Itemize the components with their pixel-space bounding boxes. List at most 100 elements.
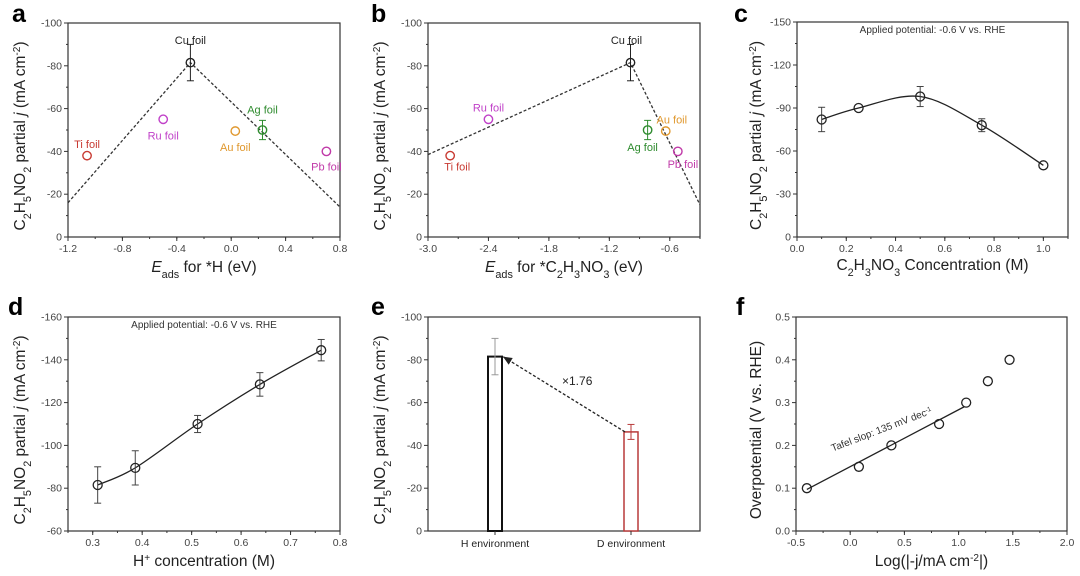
x-tick-label: 0.6 <box>938 243 953 255</box>
ratio-label: ×1.76 <box>562 374 593 388</box>
data-point <box>82 150 92 161</box>
x-tick-label: 0.6 <box>234 537 249 549</box>
x-tick-label: 0.3 <box>85 537 100 549</box>
x-axis-label: Eads for *H (eV) <box>151 259 256 281</box>
panel-letter: d <box>8 293 23 321</box>
x-tick-label: 0.4 <box>135 537 150 549</box>
x-tick-label: -1.2 <box>600 243 618 255</box>
y-tick-label: -100 <box>401 312 422 324</box>
data-point <box>230 126 241 136</box>
y-tick-label: 0 <box>56 232 62 244</box>
panel-letter: c <box>734 0 748 28</box>
data-point <box>158 114 169 125</box>
panel-c: c 0 -30 -60 -90 -120 -150 0.0 0.2 0.4 0.6 0.8 1.0 C2H… <box>734 0 1069 279</box>
data-point <box>801 483 812 494</box>
panel-letter: a <box>12 0 27 28</box>
y-tick-label: -80 <box>407 60 422 72</box>
x-axis-label: H+ concentration (M) <box>133 553 275 571</box>
x-tick-label: -0.8 <box>113 243 131 255</box>
x-tick-label: -1.2 <box>59 243 77 255</box>
y-tick-label: -60 <box>407 103 422 115</box>
bar <box>487 355 503 532</box>
y-tick-label: -60 <box>47 103 62 115</box>
data-point <box>961 397 972 408</box>
data-point <box>915 91 926 102</box>
point-label: Pb foil <box>311 161 342 173</box>
y-tick-label: -100 <box>41 18 62 30</box>
x-tick-label: 1.0 <box>1036 243 1051 255</box>
data-point <box>1004 354 1015 365</box>
y-tick-label: -40 <box>47 146 62 158</box>
point-label: Cu foil <box>611 35 642 47</box>
data-point <box>933 418 945 430</box>
y-axis-label: C2H5NO2 partial j (mA cm-2) <box>12 41 35 230</box>
data-point <box>886 440 897 451</box>
y-tick-label: 0.1 <box>775 483 790 495</box>
category-label: H environment <box>461 538 529 550</box>
y-tick-label: 0 <box>785 232 791 244</box>
applied-potential-note: Applied potential: -0.6 V vs. RHE <box>860 25 1006 36</box>
point-label: Au foil <box>220 142 251 154</box>
x-tick-label: 0.4 <box>888 243 903 255</box>
data-point <box>853 461 865 472</box>
x-tick-label: 0.7 <box>283 537 298 549</box>
y-tick-label: 0 <box>416 526 422 538</box>
y-tick-label: 0.4 <box>775 354 790 366</box>
x-tick-label: 0.8 <box>333 243 348 255</box>
category-label: D environment <box>597 538 665 550</box>
panel-letter: f <box>736 293 745 321</box>
x-tick-label: 0.0 <box>224 243 239 255</box>
y-tick-label: -80 <box>407 354 422 366</box>
data-point <box>976 120 987 131</box>
y-tick-label: -160 <box>41 312 62 324</box>
data-point <box>1038 160 1049 171</box>
y-tick-label: -100 <box>401 18 422 30</box>
y-tick-label: 0 <box>416 232 422 244</box>
bar <box>623 431 639 532</box>
volcano-trend-line <box>427 61 701 206</box>
panel-letter: b <box>371 0 386 28</box>
x-tick-label: 0.5 <box>897 537 912 549</box>
panel-d: d -60 -80 -100 -120 -140 -160 0.3 0.4 0.5 0.6 0.7 0.… <box>8 293 347 570</box>
plot-frame <box>67 22 341 238</box>
data-point <box>130 462 141 474</box>
y-tick-label: -40 <box>407 440 422 452</box>
y-tick-label: 0.2 <box>775 440 790 452</box>
x-tick-label: -0.6 <box>661 243 679 255</box>
tafel-slope-label: Tafel slop: 135 mV dec-1 <box>830 405 934 454</box>
data-point <box>982 376 994 387</box>
x-tick-label: 0.0 <box>843 537 858 549</box>
y-tick-label: -20 <box>407 483 422 495</box>
panel-e: e 0 -20 -40 -60 -80 -100 C2H5NO2 partial j (mA … <box>371 293 701 550</box>
y-axis-label: Overpotential (V vs. RHE) <box>748 341 765 519</box>
point-label: Cu foil <box>175 35 206 47</box>
y-axis-label: C2H5NO2 partial j (mA cm-2) <box>372 41 395 230</box>
y-axis-label: C2H5NO2 partial j (mA cm-2) <box>372 335 395 524</box>
data-point <box>483 114 494 125</box>
data-point <box>816 114 827 125</box>
data-point <box>316 345 327 356</box>
applied-potential-note: Applied potential: -0.6 V vs. RHE <box>131 320 277 331</box>
y-tick-label: -20 <box>407 189 422 201</box>
plot-frame <box>427 316 701 532</box>
x-tick-label: 1.5 <box>1005 537 1020 549</box>
tafel-fit-line <box>806 406 965 491</box>
y-tick-label: -100 <box>41 440 62 452</box>
data-point <box>625 57 636 68</box>
y-tick-label: -40 <box>407 146 422 158</box>
x-tick-label: -0.5 <box>787 537 805 549</box>
x-tick-label: 0.8 <box>987 243 1002 255</box>
x-tick-label: 0.5 <box>184 537 199 549</box>
data-point <box>254 379 266 390</box>
y-tick-label: -150 <box>770 17 791 29</box>
data-point <box>445 150 456 161</box>
y-tick-label: -60 <box>47 526 62 538</box>
y-axis-label: C2H5NO2 partial j (mA cm-2) <box>12 335 35 524</box>
panel-letter: e <box>371 293 385 321</box>
y-tick-label: -80 <box>47 60 62 72</box>
y-tick-label: -60 <box>407 397 422 409</box>
x-tick-label: 0.2 <box>839 243 854 255</box>
y-tick-label: -140 <box>41 354 62 366</box>
point-label: Ru foil <box>148 130 179 142</box>
